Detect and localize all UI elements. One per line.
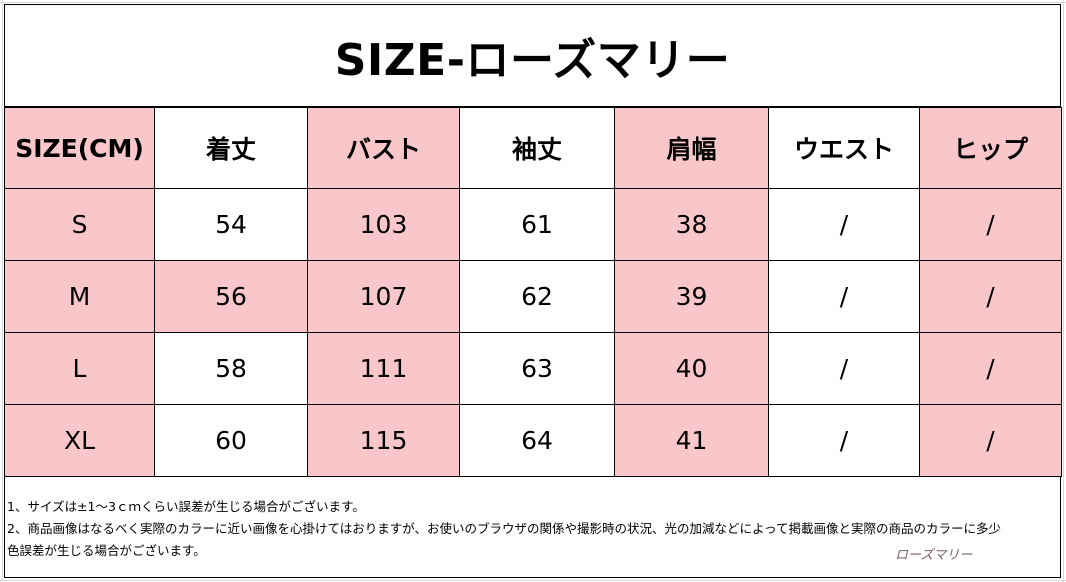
sleeve-cell: 64 — [459, 404, 615, 477]
waist-cell: / — [768, 332, 920, 405]
table-row: S 54 103 61 38 / / — [4, 188, 1062, 261]
note-line: 1、サイズは±1～3ｃｍくらい誤差が生じる場合がございます。 — [7, 499, 365, 514]
table-row: L 58 111 63 40 / / — [4, 332, 1062, 405]
hip-cell: / — [919, 260, 1062, 333]
bust-cell: 103 — [307, 188, 460, 261]
shoulder-cell: 40 — [614, 332, 769, 405]
note-line: 2、商品画像はなるべく実際のカラーに近い画像を心掛けてはおりますが、お使いのブラ… — [7, 521, 1001, 536]
hip-cell: / — [919, 404, 1062, 477]
length-cell: 58 — [154, 332, 308, 405]
header-hip: ヒップ — [919, 107, 1062, 189]
header-sleeve: 袖丈 — [459, 107, 615, 189]
waist-cell: / — [768, 188, 920, 261]
table-header-row: SIZE(CM) 着丈 バスト 袖丈 肩幅 ウエスト ヒップ — [4, 107, 1062, 189]
header-shoulder: 肩幅 — [614, 107, 769, 189]
table-row: XL 60 115 64 41 / / — [4, 404, 1062, 477]
size-label-cell: S — [4, 188, 155, 261]
note-line: 色誤差が生じる場合がございます。 — [7, 543, 206, 558]
length-cell: 60 — [154, 404, 308, 477]
shoulder-cell: 38 — [614, 188, 769, 261]
length-cell: 56 — [154, 260, 308, 333]
hip-cell: / — [919, 188, 1062, 261]
bust-cell: 115 — [307, 404, 460, 477]
sleeve-cell: 63 — [459, 332, 615, 405]
page-title: SIZE-ローズマリー — [5, 5, 1060, 107]
size-label-cell: L — [4, 332, 155, 405]
sleeve-cell: 62 — [459, 260, 615, 333]
notes: 1、サイズは±1～3ｃｍくらい誤差が生じる場合がございます。 2、商品画像はなる… — [7, 496, 1057, 562]
waist-cell: / — [768, 404, 920, 477]
header-size: SIZE(CM) — [4, 107, 155, 189]
shoulder-cell: 41 — [614, 404, 769, 477]
size-label-cell: XL — [4, 404, 155, 477]
table-row: M 56 107 62 39 / / — [4, 260, 1062, 333]
length-cell: 54 — [154, 188, 308, 261]
size-label-cell: M — [4, 260, 155, 333]
brand-signature: ローズマリー — [895, 548, 973, 563]
header-waist: ウエスト — [768, 107, 920, 189]
header-length: 着丈 — [154, 107, 308, 189]
header-bust: バスト — [307, 107, 460, 189]
hip-cell: / — [919, 332, 1062, 405]
bust-cell: 107 — [307, 260, 460, 333]
sleeve-cell: 61 — [459, 188, 615, 261]
shoulder-cell: 39 — [614, 260, 769, 333]
size-table: SIZE(CM) 着丈 バスト 袖丈 肩幅 ウエスト ヒップ S 54 103 … — [4, 107, 1062, 477]
bust-cell: 111 — [307, 332, 460, 405]
waist-cell: / — [768, 260, 920, 333]
